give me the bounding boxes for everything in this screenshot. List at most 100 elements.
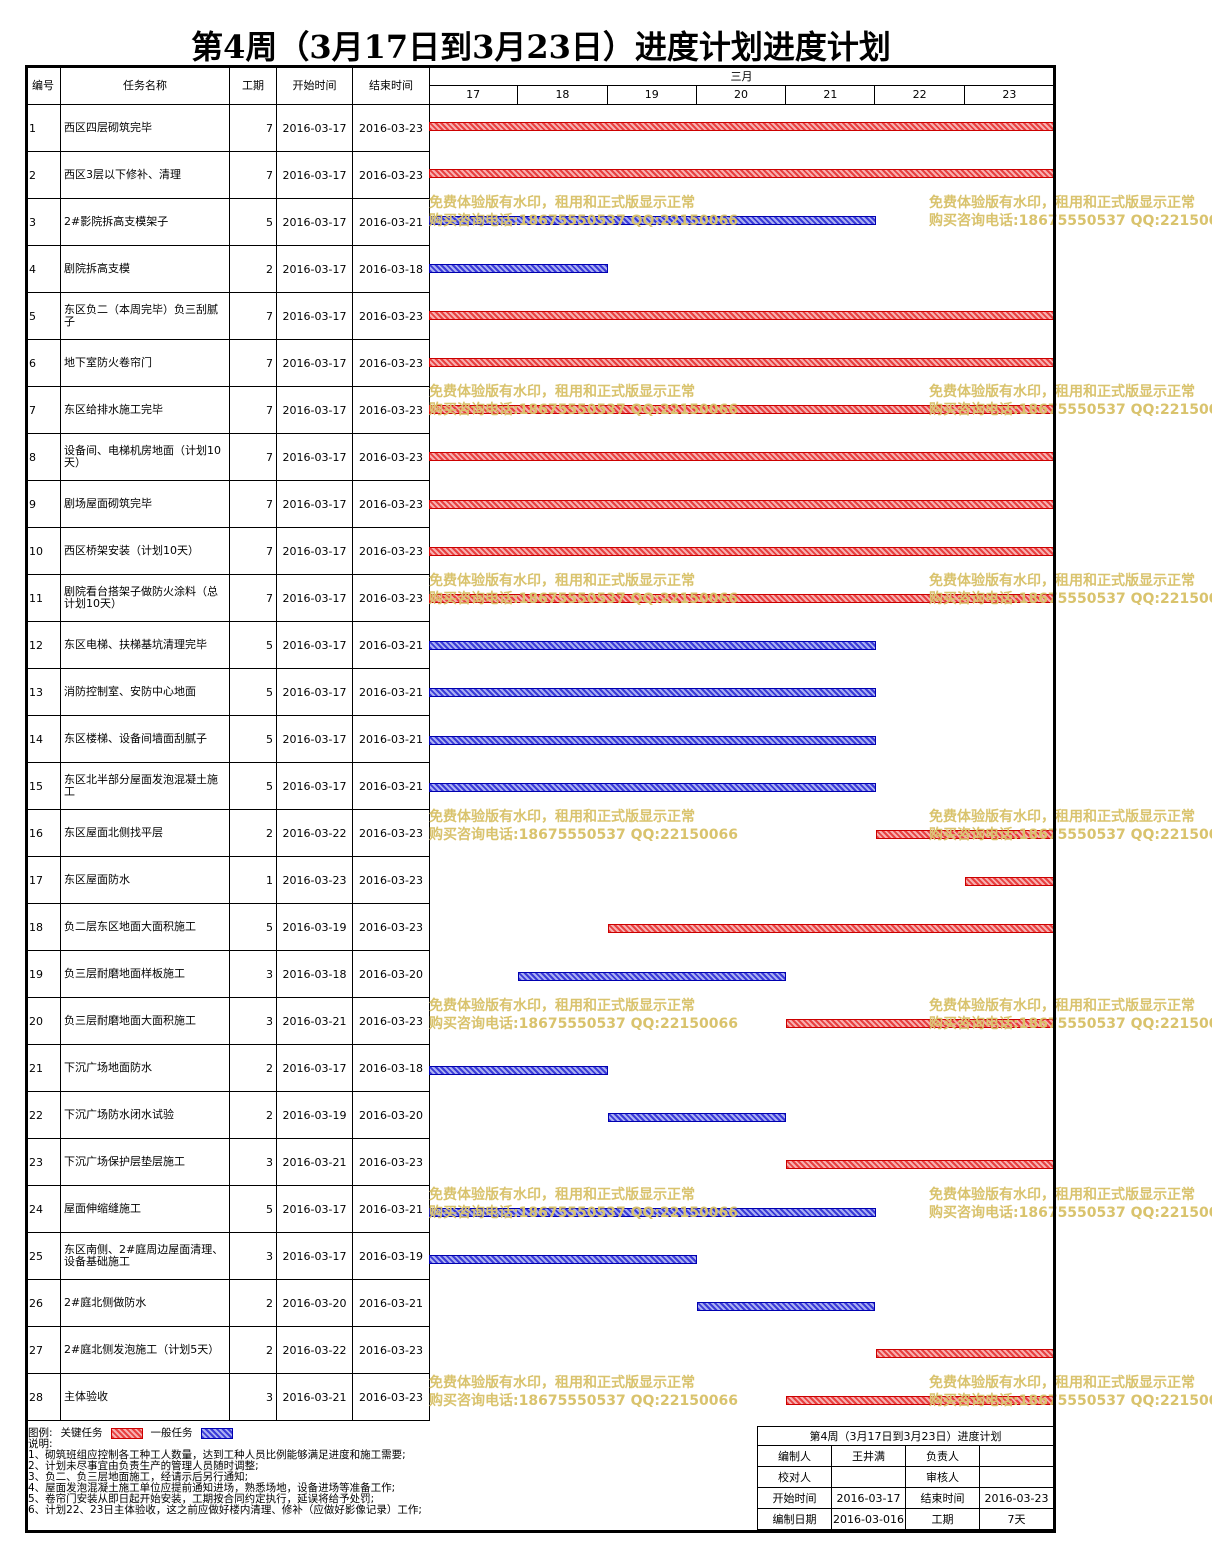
day-label: 19 <box>608 86 697 104</box>
task-duration: 7 <box>229 339 277 387</box>
note-line: 4、屋面发泡混凝土施工单位应提前通知进场，熟悉场地，设备进场等准备工作; <box>28 1482 396 1494</box>
task-id: 2 <box>25 151 61 199</box>
notes: 说明: 1、砌筑班组应控制各工种工人数量，达到工种人员比例能够满足进度和施工需要… <box>28 1439 753 1516</box>
task-duration: 2 <box>229 1326 277 1374</box>
duration-label: 工期 <box>905 1508 980 1530</box>
task-duration: 7 <box>229 151 277 199</box>
task-end: 2016-03-20 <box>352 1091 430 1139</box>
table-row: 18 负二层东区地面大面积施工 5 2016-03-19 2016-03-23 <box>25 903 430 951</box>
task-name: 东区屋面北侧找平层 <box>60 809 230 857</box>
header-id: 编号 <box>25 65 61 105</box>
task-start: 2016-03-17 <box>276 574 353 622</box>
table-row: 2 西区3层以下修补、清理 7 2016-03-17 2016-03-23 <box>25 151 430 199</box>
task-name: 东区电梯、扶梯基坑清理完毕 <box>60 621 230 669</box>
table-row: 17 东区屋面防水 1 2016-03-23 2016-03-23 <box>25 856 430 904</box>
task-end: 2016-03-23 <box>352 151 430 199</box>
task-start: 2016-03-17 <box>276 245 353 293</box>
task-end: 2016-03-23 <box>352 903 430 951</box>
table-row: 14 东区楼梯、设备间墙面刮腻子 5 2016-03-17 2016-03-21 <box>25 715 430 763</box>
gantt-bar <box>429 263 608 273</box>
task-duration: 5 <box>229 668 277 716</box>
table-row: 12 东区电梯、扶梯基坑清理完毕 5 2016-03-17 2016-03-21 <box>25 621 430 669</box>
task-name: 负二层东区地面大面积施工 <box>60 903 230 951</box>
task-duration: 7 <box>229 480 277 528</box>
month-label: 三月 <box>730 70 753 83</box>
start-value: 2016-03-17 <box>831 1487 906 1509</box>
task-name: 东区北半部分屋面发泡混凝土施工 <box>60 762 230 810</box>
task-name: 西区桥架安装（计划10天） <box>60 527 230 575</box>
task-name: 下沉广场防水闭水试验 <box>60 1091 230 1139</box>
task-start: 2016-03-17 <box>276 386 353 434</box>
task-name: 2#庭北侧发泡施工（计划5天） <box>60 1326 230 1374</box>
table-row: 10 西区桥架安装（计划10天） 7 2016-03-17 2016-03-23 <box>25 527 430 575</box>
task-start: 2016-03-17 <box>276 762 353 810</box>
task-name: 负三层耐磨地面大面积施工 <box>60 997 230 1045</box>
table-row: 20 负三层耐磨地面大面积施工 3 2016-03-21 2016-03-23 <box>25 997 430 1045</box>
task-end: 2016-03-23 <box>352 856 430 904</box>
gantt-bar <box>429 688 876 698</box>
table-row: 6 地下室防火卷帘门 7 2016-03-17 2016-03-23 <box>25 339 430 387</box>
day-label: 22 <box>875 86 965 104</box>
gantt-chart: 免费体验版有水印，租用和正式版显示正常 购买咨询电话:18675550537 QQ… <box>429 104 1212 1425</box>
legend: 图例: 关键任务 一般任务 说明: 1、砌筑班组应控制各工种工人数量，达到工种人… <box>28 1428 753 1516</box>
gantt-bar <box>429 216 876 226</box>
task-end: 2016-03-21 <box>352 621 430 669</box>
task-id: 19 <box>25 950 61 998</box>
table-row: 8 设备间、电梯机房地面（计划10天） 7 2016-03-17 2016-03-23 <box>25 433 430 481</box>
task-name: 主体验收 <box>60 1373 230 1421</box>
day-label: 23 <box>1002 88 1017 101</box>
task-start: 2016-03-23 <box>276 856 353 904</box>
page-title: 第4周（3月17日到3月23日）进度计划进度计划 <box>191 28 891 66</box>
table-row: 5 东区负二（本周完毕）负三刮腻子 7 2016-03-17 2016-03-23 <box>25 292 430 340</box>
watermark: 免费体验版有水印，租用和正式版显示正常 购买咨询电话:18675550537 QQ… <box>929 1375 1212 1410</box>
table-row: 22 下沉广场防水闭水试验 2 2016-03-19 2016-03-20 <box>25 1091 430 1139</box>
gantt-bar <box>429 782 876 792</box>
table-row: 15 东区北半部分屋面发泡混凝土施工 5 2016-03-17 2016-03-21 <box>25 762 430 810</box>
task-end: 2016-03-23 <box>352 1373 430 1421</box>
date-label: 编制日期 <box>757 1508 832 1530</box>
task-start: 2016-03-19 <box>276 903 353 951</box>
gantt-bar <box>429 641 876 651</box>
task-end: 2016-03-23 <box>352 386 430 434</box>
table-row: 19 负三层耐磨地面样板施工 3 2016-03-18 2016-03-20 <box>25 950 430 998</box>
gantt-bar <box>429 1254 697 1264</box>
task-id: 11 <box>25 574 61 622</box>
note-line: 3、负二、负三层地面施工，经请示后另行通知; <box>28 1471 249 1483</box>
reviewer-value <box>979 1466 1054 1488</box>
task-duration: 2 <box>229 1091 277 1139</box>
task-start: 2016-03-17 <box>276 339 353 387</box>
task-start: 2016-03-19 <box>276 1091 353 1139</box>
info-title: 第4周（3月17日到3月23日）进度计划 <box>757 1426 1054 1446</box>
task-duration: 5 <box>229 715 277 763</box>
date-value: 2016-03-016 <box>831 1508 906 1530</box>
owner-value <box>979 1445 1054 1467</box>
checker-label: 校对人 <box>757 1466 832 1488</box>
task-id: 10 <box>25 527 61 575</box>
task-end: 2016-03-23 <box>352 997 430 1045</box>
table-row: 3 2#影院拆高支模架子 5 2016-03-17 2016-03-21 <box>25 198 430 246</box>
task-name: 西区四层砌筑完毕 <box>60 104 230 152</box>
task-end: 2016-03-21 <box>352 762 430 810</box>
task-end: 2016-03-23 <box>352 809 430 857</box>
legend-critical-label: 关键任务 <box>60 1427 103 1439</box>
day-label: 18 <box>518 86 608 104</box>
duration-value: 7天 <box>979 1508 1054 1530</box>
task-name: 西区3层以下修补、清理 <box>60 151 230 199</box>
day-label: 20 <box>697 86 787 104</box>
task-start: 2016-03-22 <box>276 809 353 857</box>
gantt-bar <box>429 735 876 745</box>
watermark: 免费体验版有水印，租用和正式版显示正常 购买咨询电话:18675550537 QQ… <box>929 573 1212 607</box>
table-row: 24 屋面伸缩缝施工 5 2016-03-17 2016-03-21 <box>25 1185 430 1233</box>
task-id: 27 <box>25 1326 61 1374</box>
watermark: 免费体验版有水印，租用和正式版显示正常 购买咨询电话:18675550537 QQ… <box>429 809 738 843</box>
end-label: 结束时间 <box>905 1487 980 1509</box>
legend-normal-swatch <box>200 1428 233 1439</box>
task-start: 2016-03-21 <box>276 997 353 1045</box>
legend-normal-label: 一般任务 <box>150 1427 193 1439</box>
task-name: 地下室防火卷帘门 <box>60 339 230 387</box>
table-row: 1 西区四层砌筑完毕 7 2016-03-17 2016-03-23 <box>25 104 430 152</box>
gantt-bar <box>429 1207 876 1217</box>
table-row: 21 下沉广场地面防水 2 2016-03-17 2016-03-18 <box>25 1044 430 1092</box>
task-name: 负三层耐磨地面样板施工 <box>60 950 230 998</box>
task-start: 2016-03-21 <box>276 1373 353 1421</box>
